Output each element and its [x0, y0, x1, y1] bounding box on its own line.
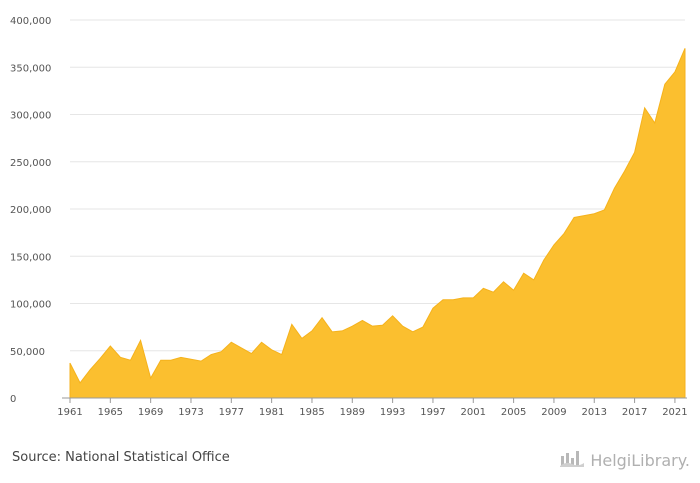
area-series-fill: [69, 48, 686, 399]
x-axis-labels: 1961 1965 1969 1973 1977 1981 1985 1989 1993 1997…: [57, 407, 687, 418]
x-tick-label: 2009: [541, 407, 566, 418]
x-tick-label: 1993: [380, 407, 405, 418]
x-tick-label: 1969: [138, 407, 163, 418]
y-tick-label: 200,000: [10, 205, 51, 216]
x-tick-label: 1961: [57, 407, 82, 418]
brand-name: HelgiLibrary.: [590, 450, 690, 470]
brand-logo[interactable]: HelgiLibrary.: [560, 449, 690, 471]
x-tick-label: 1989: [340, 407, 365, 418]
x-tick-label: 2001: [461, 407, 486, 418]
x-tick-label: 1997: [420, 407, 445, 418]
x-tick-label: 1981: [259, 407, 284, 418]
x-axis: [62, 397, 687, 403]
y-axis-labels: 0 50,000 100,000 150,000 200,000 250,000 300,0…: [10, 16, 51, 405]
x-tick-label: 1985: [299, 407, 324, 418]
y-tick-label: 100,000: [10, 300, 51, 311]
area-chart: 0 50,000 100,000 150,000 200,000 250,000 300,0…: [10, 16, 688, 418]
grid-lines: [70, 19, 685, 352]
x-tick-label: 1977: [219, 407, 244, 418]
area-series: [69, 48, 686, 399]
x-tick-label: 2005: [501, 407, 526, 418]
x-tick-label: 2013: [582, 407, 607, 418]
y-tick-label: 250,000: [10, 158, 51, 169]
x-tick-label: 2017: [622, 407, 647, 418]
y-tick-label: 400,000: [10, 16, 51, 27]
y-tick-label: 0: [10, 394, 16, 405]
x-tick-label: 1973: [178, 407, 203, 418]
helgi-library-logo-icon: [560, 449, 585, 471]
x-tick-label: 2021: [662, 407, 687, 418]
y-tick-label: 50,000: [10, 347, 45, 358]
source-note: Source: National Statistical Office: [12, 450, 230, 465]
y-tick-label: 300,000: [10, 111, 51, 122]
y-tick-label: 350,000: [10, 63, 51, 74]
y-tick-label: 150,000: [10, 252, 51, 263]
x-tick-label: 1965: [98, 407, 123, 418]
